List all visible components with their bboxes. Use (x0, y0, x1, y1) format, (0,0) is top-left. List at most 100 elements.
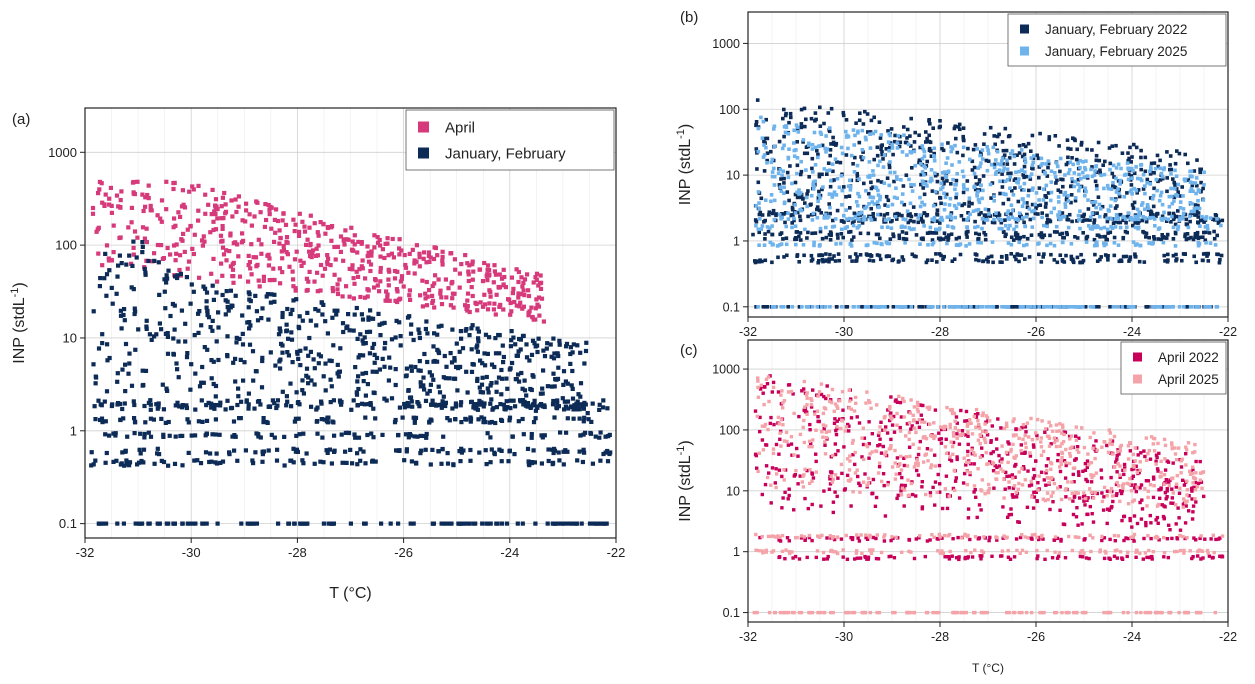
data-point (770, 305, 775, 309)
data-point (1156, 469, 1160, 473)
data-point (309, 378, 314, 383)
data-point (203, 286, 208, 291)
data-point (836, 449, 840, 453)
data-point (922, 154, 927, 158)
data-point (763, 482, 768, 487)
data-point (378, 269, 383, 274)
data-point (242, 360, 247, 365)
data-point (953, 215, 957, 220)
data-point (989, 451, 993, 456)
data-point (332, 433, 337, 438)
data-point (780, 474, 784, 479)
data-point (1132, 467, 1136, 471)
data-point (891, 257, 896, 262)
data-point (816, 260, 820, 265)
data-point (280, 343, 285, 348)
data-point (1005, 474, 1009, 479)
data-point (501, 282, 506, 287)
data-point (350, 263, 355, 268)
data-point (810, 166, 814, 171)
data-point (1017, 151, 1022, 155)
data-point (797, 305, 802, 309)
data-point (916, 220, 921, 225)
data-point (980, 226, 984, 231)
data-point (1098, 257, 1102, 262)
data-point (124, 262, 129, 267)
data-point (1025, 242, 1029, 247)
data-point (1006, 227, 1011, 231)
data-point (255, 318, 261, 323)
data-point (919, 413, 923, 417)
data-point (431, 344, 436, 349)
data-point (1166, 460, 1171, 464)
data-point (444, 521, 449, 526)
data-point (897, 233, 901, 238)
data-point (291, 298, 296, 303)
data-point (955, 150, 960, 155)
data-point (1169, 186, 1173, 191)
data-point (895, 217, 899, 221)
data-point (816, 144, 821, 149)
data-point (1116, 448, 1120, 452)
data-point (254, 264, 259, 269)
data-point (301, 431, 306, 436)
data-point (905, 153, 909, 157)
data-point (1111, 499, 1115, 504)
data-point (799, 238, 803, 242)
data-point (920, 305, 925, 309)
data-point (449, 521, 454, 526)
data-point (940, 142, 944, 147)
data-point (925, 136, 929, 141)
data-point (115, 521, 120, 526)
data-point (114, 458, 119, 463)
data-point (838, 417, 842, 421)
data-point (144, 318, 149, 323)
data-point (476, 417, 481, 422)
data-point (372, 233, 377, 238)
data-point (919, 162, 923, 166)
data-point (214, 290, 219, 295)
data-point (430, 293, 435, 298)
data-point (1052, 243, 1057, 248)
data-point (452, 356, 457, 361)
data-point (248, 323, 253, 328)
data-point (446, 286, 451, 291)
data-point (968, 472, 972, 477)
data-point (200, 238, 205, 243)
data-point (1019, 148, 1024, 152)
data-point (903, 225, 907, 229)
data-point (922, 203, 927, 207)
data-point (574, 521, 579, 526)
data-point (438, 291, 443, 296)
data-point (1119, 166, 1123, 171)
data-point (763, 136, 767, 141)
legend-swatch (1020, 24, 1029, 34)
data-point (497, 351, 502, 356)
data-point (1155, 515, 1160, 520)
data-point (930, 219, 935, 224)
data-point (397, 320, 402, 325)
data-point (1163, 491, 1168, 495)
data-point (1049, 252, 1053, 257)
data-point (140, 240, 145, 245)
data-point (933, 503, 937, 507)
data-point (1148, 209, 1153, 213)
data-point (897, 236, 902, 240)
data-point (992, 220, 997, 225)
data-point (1174, 187, 1179, 191)
data-point (407, 251, 412, 256)
data-point (280, 314, 285, 320)
data-point (830, 195, 835, 199)
data-point (290, 360, 295, 365)
data-point (966, 442, 970, 447)
data-point (1031, 186, 1035, 190)
data-point (1047, 137, 1051, 142)
data-point (985, 145, 989, 149)
x-tick-label: -22 (1219, 325, 1237, 339)
data-point (901, 217, 906, 221)
data-point (208, 325, 213, 330)
data-point (200, 364, 205, 370)
data-point (1134, 145, 1139, 150)
data-point (1070, 219, 1074, 224)
data-point (248, 299, 253, 304)
